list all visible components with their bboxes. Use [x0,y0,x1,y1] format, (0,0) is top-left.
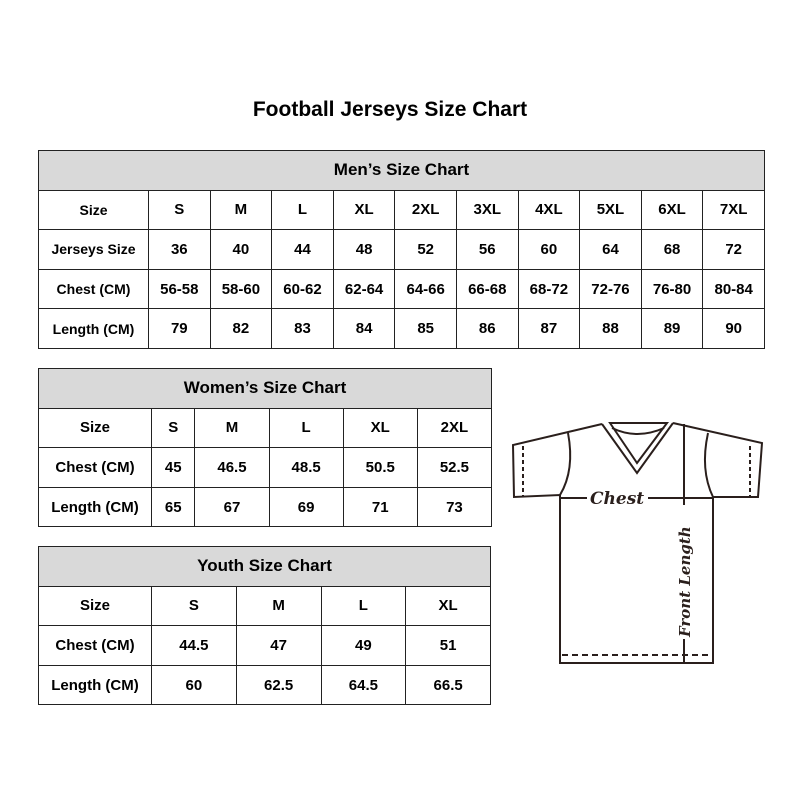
table-cell: 79 [148,308,211,349]
table-row: Length (CM) 79 82 83 84 85 86 87 88 89 90 [38,308,765,349]
table-cell: 60 [151,664,237,706]
jersey-outline [511,422,764,664]
table-row: Jerseys Size 36 40 44 48 52 56 60 64 68 72 [38,229,765,270]
table-cell: 71 [342,486,418,528]
collar-inner [608,422,669,465]
table-cell: 76-80 [640,268,704,310]
table-cell: 68 [640,229,704,270]
table-heading: Women’s Size Chart [38,368,492,409]
mens-size-table: Men’s Size Chart Size S M L XL 2XL 3XL 4XL 5XL 6XL… [38,150,765,349]
table-cell: L [268,407,344,449]
table-cell: 47 [235,625,322,666]
chest-label: Chest [590,489,644,509]
table-cell: 60 [517,229,581,270]
row-label: Size [38,585,152,627]
table-cell: 6XL [640,189,704,231]
table-cell: 7XL [702,189,765,231]
table-cell: 66.5 [405,664,491,706]
page-title: Football Jerseys Size Chart [252,98,528,121]
left-sleeve-seam [559,432,572,496]
table-row: Size S M L XL 2XL [38,407,493,449]
table-cell: 87 [517,308,581,349]
table-cell: 62.5 [235,664,322,706]
right-sleeve-seam [704,432,714,498]
table-row: Chest (CM) 45 46.5 48.5 50.5 52.5 [38,447,493,488]
table-cell: S [151,585,237,627]
womens-size-table: Women’s Size Chart Size S M L XL 2XL Chest (CM)… [38,368,493,528]
front-length-label: Front Length [676,526,694,638]
table-cell: 50.5 [342,447,418,488]
table-cell: 48 [332,229,396,270]
table-cell: 45 [150,447,196,488]
table-cell: M [235,585,322,627]
table-cell: 62-64 [332,268,396,310]
table-cell: 86 [455,308,519,349]
table-heading: Men’s Size Chart [38,150,765,191]
table-cell: 48.5 [268,447,344,488]
table-cell: 68-72 [517,268,581,310]
youth-size-table: Youth Size Chart Size S M L XL Chest (CM) 44.5 4… [38,546,491,706]
table-cell: 2XL [416,407,493,449]
table-cell: 60-62 [271,268,334,310]
table-cell: 44 [271,229,334,270]
row-label: Size [38,407,152,449]
table-row: Size S M L XL 2XL 3XL 4XL 5XL 6XL 7XL [38,189,765,231]
table-cell: 56-58 [148,268,211,310]
table-row: Chest (CM) 44.5 47 49 51 [38,625,491,666]
row-label: Length (CM) [38,664,152,706]
table-cell: 44.5 [151,625,237,666]
table-cell: 64.5 [320,664,407,706]
row-label: Jerseys Size [38,229,149,270]
collar-outer [601,422,674,475]
table-cell: 49 [320,625,407,666]
table-cell: 72-76 [579,268,642,310]
row-label: Length (CM) [38,486,152,528]
table-cell: 52.5 [416,447,493,488]
table-cell: M [194,407,270,449]
table-cell: 65 [150,486,196,528]
table-heading: Youth Size Chart [38,546,491,587]
table-cell: 82 [209,308,273,349]
table-cell: 66-68 [455,268,519,310]
table-cell: 84 [332,308,396,349]
row-label: Chest (CM) [38,625,152,666]
table-cell: L [271,189,334,231]
table-row: Length (CM) 65 67 69 71 73 [38,486,493,528]
table-cell: XL [405,585,491,627]
table-cell: 85 [394,308,457,349]
table-cell: 73 [416,486,493,528]
collar-back [611,427,665,435]
row-label: Chest (CM) [38,447,152,488]
table-cell: 40 [209,229,273,270]
table-cell: XL [332,189,396,231]
table-cell: L [320,585,407,627]
table-cell: S [150,407,196,449]
table-row: Size S M L XL [38,585,491,627]
table-cell: 5XL [579,189,642,231]
table-cell: 80-84 [702,268,765,310]
table-cell: 67 [194,486,270,528]
table-cell: 90 [702,308,765,349]
row-label: Size [38,189,149,231]
table-cell: 88 [579,308,642,349]
table-cell: XL [342,407,418,449]
table-cell: 36 [148,229,211,270]
row-label: Length (CM) [38,308,149,349]
table-row: Length (CM) 60 62.5 64.5 66.5 [38,664,491,706]
table-cell: 51 [405,625,491,666]
table-cell: 69 [268,486,344,528]
